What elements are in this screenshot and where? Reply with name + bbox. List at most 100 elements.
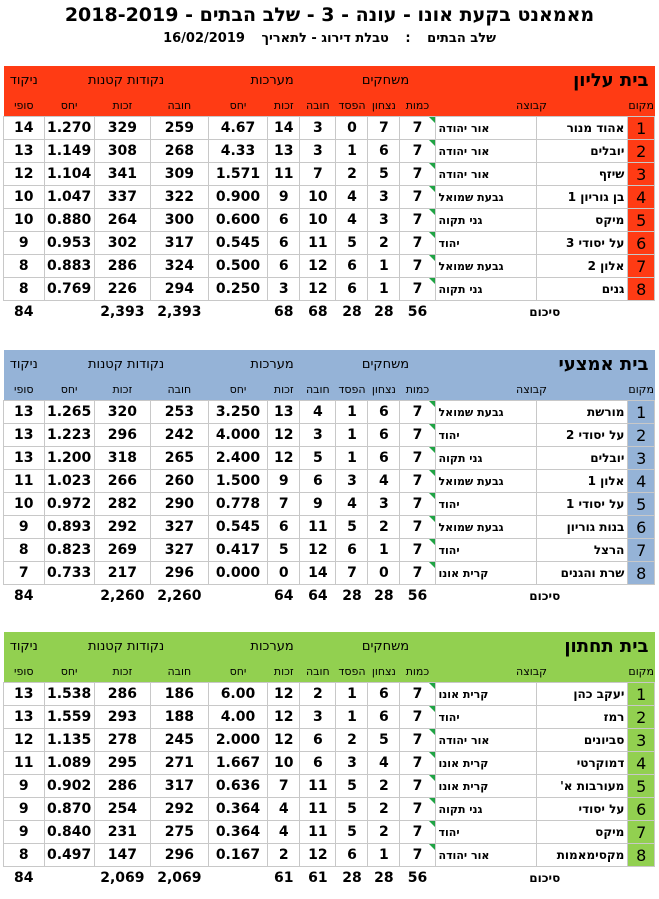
cell-debit: 6	[299, 728, 337, 752]
cell-team: רמז	[535, 705, 629, 729]
cell-pratio: 0.733	[43, 561, 95, 585]
cell-losses: 6	[335, 277, 369, 301]
cell-pdebit: 296	[150, 561, 209, 585]
column-header-credit: זכות	[273, 382, 294, 396]
cell-pdebit: 322	[150, 185, 209, 209]
total-empty	[44, 301, 94, 324]
cell-ratio: 0.250	[207, 277, 269, 301]
header-points-group: נקודות קטנות	[87, 638, 165, 654]
cell-final: 8	[3, 843, 45, 867]
cell-credit: 7	[267, 492, 301, 516]
table-row: 6 על יסודי גני תקוה 7 2 5 11 4 0.364 292 254 0.870 9	[3, 797, 655, 821]
cell-wins: 4	[367, 469, 401, 493]
cell-final: 10	[3, 208, 45, 232]
cell-final: 9	[3, 774, 45, 798]
cell-pcredit: 231	[93, 820, 152, 844]
total-pcredit: 2,069	[100, 870, 145, 886]
cell-debit: 10	[299, 185, 337, 209]
cell-games: 7	[399, 843, 436, 867]
cell-ratio: 0.364	[207, 797, 269, 821]
column-header-credit: זכות	[112, 98, 133, 112]
cell-wins: 6	[367, 705, 401, 729]
table-row: 5 מיקס גני תקוה 7 3 4 10 6 0.600 300 264 0.880 10	[3, 208, 655, 232]
cell-debit: 11	[299, 515, 337, 539]
header-games-group: משחקים	[361, 72, 410, 88]
cell-pdebit: 265	[150, 446, 209, 470]
cell-ratio: 0.778	[207, 492, 269, 516]
table-row: 3 שיזף אור יהודה 7 5 2 7 11 1.571 309 341 1.104 12	[3, 162, 655, 186]
cell-ratio: 0.900	[207, 185, 269, 209]
cell-pcredit: 217	[93, 561, 152, 585]
cell-credit: 2	[267, 843, 301, 867]
cell-team: בנות גוריון	[535, 515, 629, 539]
cell-pcredit: 341	[93, 162, 152, 186]
cell-pdebit: 268	[150, 139, 209, 163]
cell-losses: 3	[335, 469, 369, 493]
cell-pratio: 1.047	[43, 185, 95, 209]
header-score-group: ניקוד	[9, 638, 38, 654]
cell-team: על יסודי 2	[535, 423, 629, 447]
cell-rank: 2	[627, 423, 655, 447]
cell-pcredit: 292	[93, 515, 152, 539]
cell-games: 7	[399, 231, 436, 255]
total-games: 56	[407, 304, 428, 320]
subtitle-separator: :	[405, 31, 411, 46]
cell-rank: 7	[627, 538, 655, 562]
cell-credit: 6	[267, 515, 301, 539]
cell-games: 7	[399, 561, 436, 585]
lower-section: בית תחתון משחקים מערכות נקודות קטנות ניקוד מק…	[3, 632, 655, 889]
cell-pcredit: 320	[93, 400, 152, 424]
cell-ratio: 0.636	[207, 774, 269, 798]
cell-credit: 6	[267, 231, 301, 255]
cell-final: 12	[3, 162, 45, 186]
cell-losses: 1	[335, 423, 369, 447]
cell-debit: 3	[299, 139, 337, 163]
cell-pcredit: 147	[93, 843, 152, 867]
stage-label: שלב הבתים	[427, 31, 496, 46]
column-header-wins: נצחון	[371, 382, 396, 396]
table-row: 1 מורשת גבעת שמואל 7 6 1 4 13 3.250 253 320 1.265 13	[3, 400, 655, 424]
cell-pdebit: 292	[150, 797, 209, 821]
cell-team: אהוד מנור	[535, 116, 629, 140]
column-header-final: סופי	[14, 664, 34, 678]
page-title: מאמאנט בקעת אונו - עונה - 3 - שלב הבתים …	[64, 4, 595, 26]
column-header-debit: חובה	[305, 382, 330, 396]
cell-pratio: 0.893	[43, 515, 95, 539]
cell-club: גבעת שמואל	[434, 400, 537, 424]
cell-losses: 1	[335, 400, 369, 424]
cell-credit: 13	[267, 139, 301, 163]
cell-final: 9	[3, 797, 45, 821]
cell-debit: 6	[299, 751, 337, 775]
cell-losses: 5	[335, 797, 369, 821]
cell-ratio: 3.250	[207, 400, 269, 424]
table-row: 1 יעקב כהן קרית אונו 7 6 1 2 12 6.00 186 286 1.538 1…	[3, 682, 655, 706]
cell-pcredit: 254	[93, 797, 152, 821]
cell-games: 7	[399, 515, 436, 539]
cell-games: 7	[399, 139, 436, 163]
total-empty	[44, 867, 94, 890]
cell-debit: 12	[299, 843, 337, 867]
cell-pratio: 1.104	[43, 162, 95, 186]
cell-debit: 11	[299, 774, 337, 798]
cell-pratio: 0.883	[43, 254, 95, 278]
cell-debit: 11	[299, 797, 337, 821]
cell-rank: 8	[627, 843, 655, 867]
cell-club: גני תקוה	[434, 208, 537, 232]
cell-pratio: 1.223	[43, 423, 95, 447]
cell-pdebit: 275	[150, 820, 209, 844]
column-header-debit: חובה	[167, 382, 192, 396]
cell-ratio: 4.00	[207, 705, 269, 729]
cell-credit: 4	[267, 820, 301, 844]
table-row: 8 מקסימאמות אור יהודה 7 1 6 12 2 0.167 296 147 0.49…	[3, 843, 655, 867]
column-header-games: כמות	[405, 664, 430, 678]
cell-pdebit: 327	[150, 515, 209, 539]
cell-final: 11	[3, 751, 45, 775]
cell-pdebit: 260	[150, 469, 209, 493]
cell-wins: 1	[367, 254, 401, 278]
cell-games: 7	[399, 469, 436, 493]
cell-debit: 12	[299, 538, 337, 562]
cell-final: 9	[3, 515, 45, 539]
cell-losses: 4	[335, 185, 369, 209]
table-date: 16/02/2019	[163, 31, 245, 46]
cell-pdebit: 242	[150, 423, 209, 447]
